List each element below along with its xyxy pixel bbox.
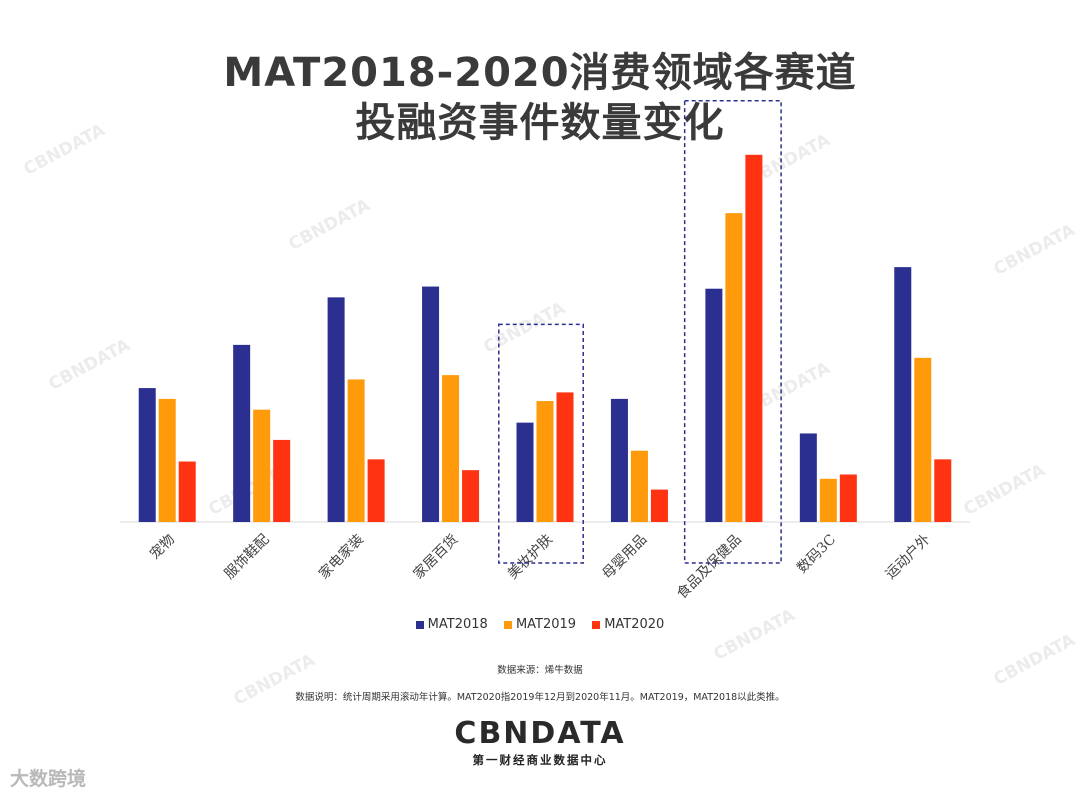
bar-mat2020-7 <box>745 154 763 523</box>
bar-mat2018-5 <box>516 422 534 522</box>
bar-mat2019-6 <box>630 450 648 522</box>
bar-mat2018-7 <box>705 288 723 522</box>
category-label: 母婴用品 <box>599 532 650 583</box>
bar-mat2020-3 <box>367 459 385 522</box>
bar-mat2020-5 <box>556 392 574 522</box>
bar-mat2020-6 <box>650 489 668 522</box>
bar-mat2019-8 <box>819 478 837 522</box>
category-label: 家居百货 <box>410 531 462 583</box>
legend-item-mat2018: MAT2018 <box>415 617 488 632</box>
brand-tagline: 第一财经商业数据中心 <box>472 753 608 767</box>
bar-mat2018-6 <box>610 398 628 522</box>
bar-mat2018-8 <box>799 433 817 522</box>
bar-mat2019-4 <box>442 375 460 522</box>
category-label: 食品及保健品 <box>673 531 744 602</box>
bar-mat2020-2 <box>273 439 291 522</box>
brand-logo: CBNDATA <box>454 716 626 751</box>
category-label: 服饰鞋配 <box>222 532 273 583</box>
bar-mat2018-9 <box>894 267 912 522</box>
bar-mat2018-2 <box>233 344 251 522</box>
source-note: 数据来源：烯牛数据 <box>497 665 583 676</box>
legend-label: MAT2018 <box>427 617 488 632</box>
bar-mat2018-4 <box>422 286 440 522</box>
category-label: 运动户外 <box>882 531 934 583</box>
corner-watermark: 大数跨境 <box>10 768 87 790</box>
bar-mat2019-2 <box>253 409 271 522</box>
description-note: 数据说明：统计周期采用滚动年计算。MAT2020指2019年12月到2020年1… <box>295 692 785 703</box>
bar-chart: 宠物 服饰鞋配 家电家装 家居百货 美妆护肤 母婴用品 食品及保健品 数码3C 运动户外 <box>120 100 970 602</box>
bar-mat2018-3 <box>327 297 345 522</box>
bar-mat2019-9 <box>914 357 932 522</box>
bar-mat2019-1 <box>158 398 176 522</box>
watermark: CBNDATA <box>710 605 799 665</box>
category-label: 宠物 <box>147 532 178 563</box>
bar-mat2020-1 <box>178 461 196 522</box>
bar-mat2020-9 <box>934 459 952 522</box>
chart-title-line2: 投融资事件数量变化 <box>355 100 725 146</box>
bar-mat2019-7 <box>725 213 743 522</box>
legend-swatch <box>503 620 512 629</box>
highlight-box <box>498 323 584 564</box>
category-label: 数码3C <box>794 532 839 577</box>
chart-title-line1: MAT2018-2020消费领域各赛道 <box>223 50 857 96</box>
legend-item-mat2020: MAT2020 <box>592 617 664 632</box>
chart-legend: MAT2018 MAT2019 MAT2020 <box>0 617 1080 633</box>
bar-mat2019-3 <box>347 379 365 522</box>
bar-mat2020-8 <box>839 474 857 522</box>
legend-label: MAT2019 <box>515 617 577 632</box>
bar-mat2020-4 <box>462 470 480 522</box>
category-label: 家电家装 <box>315 531 367 583</box>
category-label: 美妆护肤 <box>505 532 556 583</box>
legend-swatch <box>415 620 424 629</box>
watermark: CBNDATA <box>990 630 1079 690</box>
bar-mat2019-5 <box>536 401 554 522</box>
bar-mat2018-1 <box>138 388 156 522</box>
legend-item-mat2019: MAT2019 <box>503 617 577 632</box>
legend-label: MAT2020 <box>604 617 665 632</box>
legend-swatch <box>592 620 601 629</box>
